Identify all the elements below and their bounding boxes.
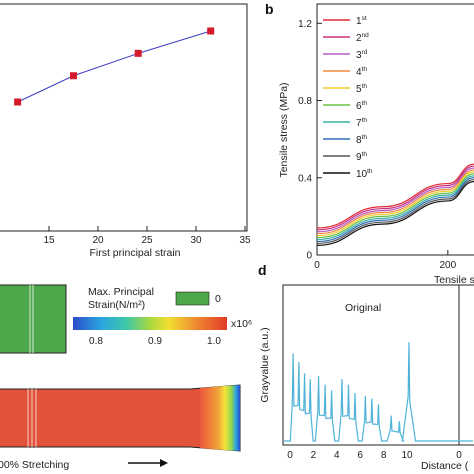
panel-b-series-line — [316, 171, 474, 237]
panel-b-xlabel: Tensile s — [434, 274, 474, 286]
legend-label: 10th — [356, 168, 373, 180]
panel-b-legend: 1st 2nd 3rd 4th 5th 6th 7th 8th 9th 10th — [323, 15, 373, 180]
panel-a-frame — [0, 3, 248, 232]
panel-d-x-ticks: 0 2 4 6 8 10 0 — [287, 450, 462, 461]
panel-d-x-tick-label: 8 — [381, 450, 387, 461]
panel-b-series-line — [316, 165, 474, 231]
panel-b-x-tick-label: 0 — [314, 260, 320, 271]
colorbar-tick: 0.8 — [89, 336, 103, 347]
stretching-arrow-head — [160, 459, 168, 467]
panel-b-series-line — [316, 167, 474, 233]
panel-d-x-tick-label: 10 — [401, 450, 413, 461]
panel-a-x-tick-label: 20 — [92, 235, 104, 246]
legend-label: 3rd — [356, 49, 368, 61]
zero-strain-label: 0 — [215, 293, 221, 305]
panel-b-series-line — [316, 173, 474, 239]
stretching-label: 00% Stretching — [0, 459, 69, 471]
panel-b-y-tick-label: 1.2 — [298, 19, 312, 30]
panel-a-marker — [70, 72, 77, 80]
panel-b-letter: b — [265, 1, 274, 17]
colorbar-tick: 0.9 — [148, 336, 162, 347]
legend-label: 1st — [356, 15, 367, 27]
legend-label: 4th — [356, 66, 367, 78]
panel-d-x-tick-label: 2 — [311, 450, 317, 461]
legend-label: 7th — [356, 117, 367, 129]
stretched-specimen-end — [200, 385, 240, 451]
panel-d-letter: d — [258, 262, 267, 278]
panel-a-marker — [207, 27, 215, 35]
panel-b-series-lines — [316, 163, 474, 246]
colorbar-tick: 1.0 — [207, 336, 221, 347]
panel-a-x-tick-label: 25 — [141, 235, 153, 246]
panel-d-ylabel: Grayvalue (a.u.) — [259, 327, 271, 402]
panel-b-series-line — [316, 163, 474, 229]
legend-label: 2nd — [356, 32, 369, 44]
colorbar-title-line2: Strain(N/m²) — [88, 299, 145, 311]
colorbar-exponent: x10⁶ — [231, 318, 252, 330]
panel-a-x-ticks: 15 20 25 30 35 — [43, 226, 251, 246]
panel-b-frame — [316, 3, 474, 256]
panel-a-x-tick-label: 15 — [43, 235, 55, 246]
legend-label: 9th — [356, 151, 367, 163]
panel-d: d Original 0 2 4 6 8 10 0 Grayvalue (a.u.) Dis… — [258, 262, 474, 472]
panel-b-y-tick-label: 0.8 — [298, 96, 312, 107]
panel-c: Max. Principal Strain(N/m²) 0 x10⁶ 0.8 0… — [0, 284, 252, 471]
panel-a-series-line — [17, 30, 211, 103]
panel-d-x-tick-label: 0 — [287, 450, 293, 461]
panel-d-title: Original — [345, 302, 381, 314]
colorbar — [73, 317, 227, 330]
panel-d-x-tick-label: 6 — [357, 450, 363, 461]
panel-b: b 0 0.4 0.8 1.2 0 200 1st 2nd 3rd 4th 5th 6th 7th 8… — [265, 1, 474, 286]
panel-d-x-tick-label: 0 — [456, 450, 462, 461]
panel-b-series-line — [316, 181, 474, 246]
panel-b-series-line — [316, 177, 474, 243]
panel-b-y-ticks: 0 0.4 0.8 1.2 — [298, 19, 322, 262]
panel-a-marker — [134, 49, 142, 57]
panel-b-x-tick-label: 200 — [439, 260, 456, 271]
panel-b-series-line — [316, 175, 474, 241]
panel-a-marker — [14, 98, 22, 106]
panel-b-series-line — [316, 169, 474, 235]
panel-a-markers — [14, 27, 215, 106]
panel-a-x-tick-label: 30 — [190, 235, 202, 246]
panel-b-series-line — [316, 179, 474, 245]
legend-label: 6th — [356, 100, 367, 112]
panel-d-frame — [282, 284, 474, 446]
legend-label: 5th — [356, 83, 367, 95]
panel-b-x-ticks: 0 200 — [314, 250, 457, 271]
panel-b-ylabel: Tensile stress (MPa) — [278, 82, 290, 177]
panel-b-y-tick-label: 0.4 — [298, 173, 312, 184]
panel-a-x-tick-label: 35 — [239, 235, 251, 246]
panel-d-xlabel: Distance ( — [421, 460, 469, 472]
colorbar-title-line1: Max. Principal — [88, 286, 154, 298]
panel-a: 15 20 25 30 35 First principal strain — [0, 3, 251, 259]
panel-d-x-tick-label: 4 — [334, 450, 340, 461]
legend-label: 8th — [356, 134, 367, 146]
zero-strain-swatch — [175, 291, 210, 306]
panel-a-xlabel: First principal strain — [89, 247, 180, 259]
panel-d-trace — [284, 342, 473, 442]
panel-b-y-tick-label: 0 — [306, 251, 312, 262]
